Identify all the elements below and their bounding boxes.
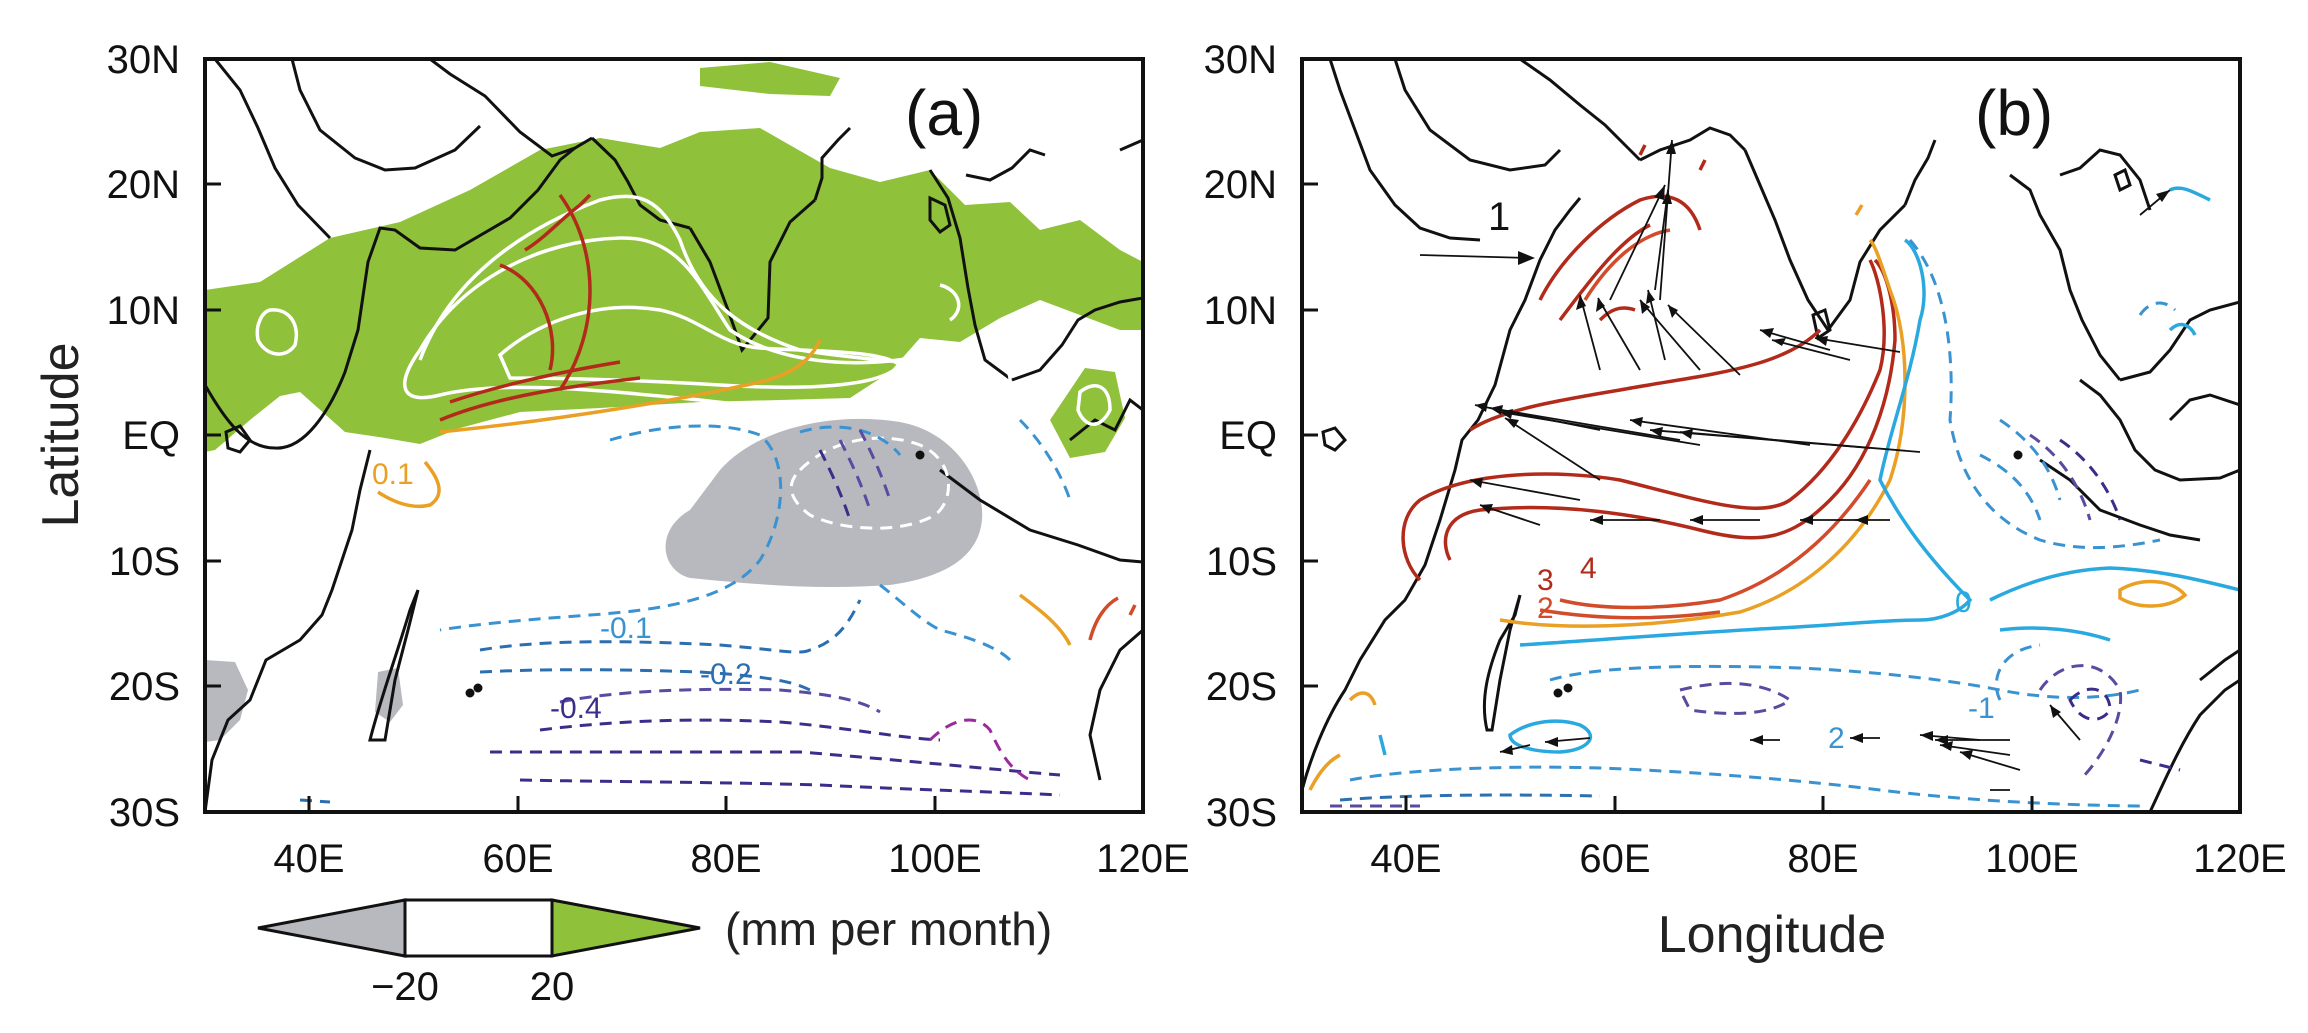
negative-precip-area xyxy=(665,418,983,588)
colorbar: −20 20 (mm per month) xyxy=(257,898,1052,1009)
contour-label: 0.1 xyxy=(372,458,414,491)
colorbar-low-segment xyxy=(257,898,407,958)
x-tick-label: 60E xyxy=(482,837,553,881)
y-tick-label: 10S xyxy=(1206,540,1277,584)
colorbar-tick-label: 20 xyxy=(530,965,575,1009)
y-tick-label: 30S xyxy=(1206,791,1277,835)
panel-label: (b) xyxy=(1975,77,2053,149)
y-tick-label: 30S xyxy=(109,791,180,835)
y-tick-label: 20S xyxy=(109,665,180,709)
white-dashed-contour xyxy=(789,436,950,530)
contour-label: -0.1 xyxy=(600,612,652,645)
positive-precip-area xyxy=(700,62,840,96)
y-tick-label: 10N xyxy=(107,289,180,333)
negative-contours xyxy=(1330,239,2181,808)
contour-label: 3 xyxy=(1537,564,1554,597)
x-tick-label: 120E xyxy=(2193,837,2286,881)
contour-label: 4 xyxy=(1580,552,1597,585)
x-tick-label: 100E xyxy=(888,837,981,881)
colorbar-mid-segment xyxy=(403,898,554,958)
y-tick-label: 10N xyxy=(1204,289,1277,333)
x-tick-label: 80E xyxy=(690,837,761,881)
contour-label: -0.2 xyxy=(700,658,752,691)
contour-label: -0.4 xyxy=(550,692,602,725)
coastlines xyxy=(205,59,1143,812)
x-tick-label: 120E xyxy=(1096,837,1189,881)
panel-b: 3 4 2 0 -1 2 1 (b) 30N 20N 10N EQ 10S 20… xyxy=(1204,38,2287,964)
zero-contours xyxy=(1378,186,2240,756)
y-tick-label: 30N xyxy=(107,38,180,82)
y-tick-label: 30N xyxy=(1204,38,1277,82)
panel-a: 0.1 -0.1 -0.2 -0.4 (a) 30N 20N 10N EQ 10… xyxy=(32,38,1190,881)
y-axis: 30N 20N 10N EQ 10S 20S 30S xyxy=(1204,38,1318,835)
plot-frame xyxy=(1300,57,2242,814)
negative-contours xyxy=(299,418,1072,804)
positive-contours xyxy=(377,193,1137,646)
y-axis-label: Latitude xyxy=(32,342,90,527)
positive-precip-area xyxy=(1050,368,1125,458)
x-axis-label: Longitude xyxy=(1658,906,1886,964)
x-tick-label: 80E xyxy=(1787,837,1858,881)
wind-vector-heads xyxy=(1470,140,2170,760)
x-tick-label: 60E xyxy=(1579,837,1650,881)
coastlines xyxy=(1302,59,2240,812)
y-tick-label: 20S xyxy=(1206,665,1277,709)
y-tick-label: 20N xyxy=(1204,163,1277,207)
x-axis: 40E 60E 80E 100E 120E xyxy=(1370,796,2287,881)
contour-label: 2 xyxy=(1537,592,1554,625)
x-tick-label: 100E xyxy=(1985,837,2078,881)
colorbar-high-segment xyxy=(550,898,701,958)
x-axis: 40E 60E 80E 100E 120E xyxy=(273,796,1190,881)
colorbar-tick-label: −20 xyxy=(371,965,439,1009)
wind-vectors xyxy=(1419,139,2171,791)
reference-vector-label: 1 xyxy=(1488,195,1510,239)
panel-label: (a) xyxy=(905,77,983,149)
y-tick-label: EQ xyxy=(1219,414,1277,458)
x-tick-label: 40E xyxy=(273,837,344,881)
negative-precip-area xyxy=(205,660,248,742)
y-tick-label: 10S xyxy=(109,540,180,584)
contour-label: -1 xyxy=(1968,692,1995,725)
contour-label: 2 xyxy=(1828,722,1845,755)
y-axis: 30N 20N 10N EQ 10S 20S 30S xyxy=(107,38,221,835)
contour-label: 0 xyxy=(1955,586,1972,619)
x-tick-label: 40E xyxy=(1370,837,1441,881)
colorbar-unit-label: (mm per month) xyxy=(725,903,1052,955)
y-tick-label: 20N xyxy=(107,163,180,207)
y-tick-label: EQ xyxy=(122,414,180,458)
positive-precip-area xyxy=(205,128,1143,452)
